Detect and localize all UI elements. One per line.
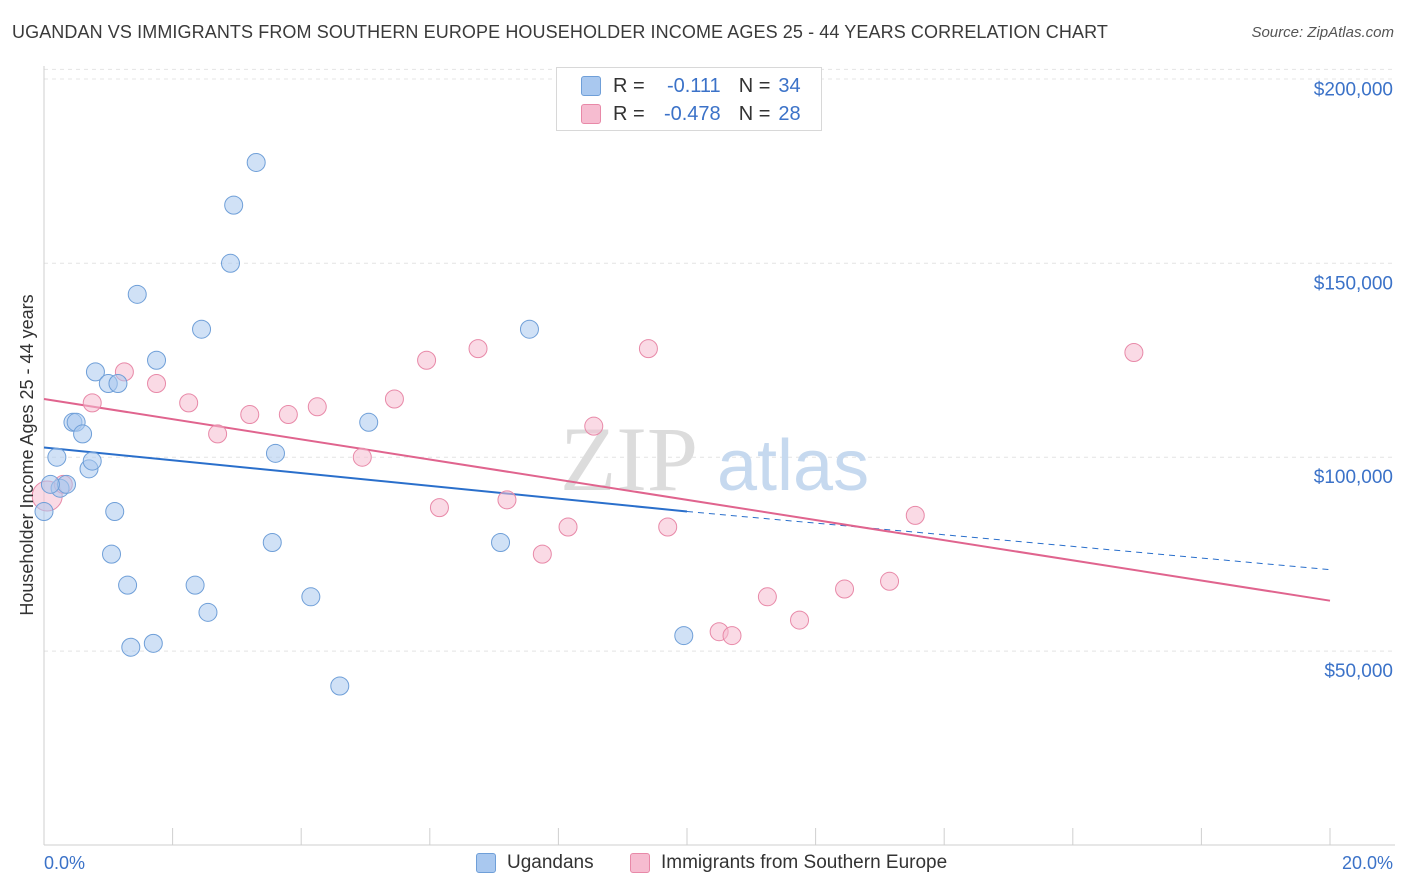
legend-swatch-blue bbox=[581, 76, 601, 96]
ugandans-point bbox=[491, 533, 511, 553]
legend-n-value: 28 bbox=[778, 102, 801, 125]
immigrants-trend-line bbox=[43, 398, 1331, 602]
y-tick-label: $150,000 bbox=[1314, 273, 1393, 294]
data-points bbox=[31, 152, 1144, 696]
legend-r-value: -0.478 bbox=[663, 102, 721, 125]
bottom-legend-swatch-pink bbox=[630, 853, 650, 873]
y-tick-label: $100,000 bbox=[1314, 467, 1393, 488]
legend-n-label: N = bbox=[738, 74, 771, 97]
ugandans-point bbox=[674, 626, 694, 646]
source-note: Source: ZipAtlas.com bbox=[1251, 24, 1394, 41]
ugandans-point bbox=[301, 587, 321, 607]
ugandans-point bbox=[262, 533, 282, 553]
immigrants-point bbox=[82, 393, 102, 413]
ugandans-point bbox=[143, 633, 163, 653]
ugandans-point bbox=[108, 374, 128, 394]
immigrants-point bbox=[468, 339, 488, 359]
ugandans-point bbox=[265, 443, 285, 463]
bottom-legend-label: Immigrants from Southern Europe bbox=[661, 852, 948, 873]
ugandans-point bbox=[220, 253, 240, 273]
immigrants-point bbox=[532, 544, 552, 564]
immigrants-point bbox=[584, 416, 604, 436]
grid-lines bbox=[44, 68, 1395, 652]
bottom-legend-label: Ugandans bbox=[507, 852, 594, 873]
ugandans-point bbox=[330, 676, 350, 696]
watermark-atlas: atlas bbox=[717, 426, 869, 506]
immigrants-point bbox=[638, 339, 658, 359]
y-axis-label: Householder Income Ages 25 - 44 years bbox=[17, 294, 37, 615]
legend-row-immigrants: R = -0.478 N = 28 bbox=[581, 102, 801, 126]
ugandans-point bbox=[121, 637, 141, 657]
ugandans-trend-extension bbox=[686, 510, 1331, 571]
ugandans-point bbox=[185, 575, 205, 595]
immigrants-point bbox=[307, 397, 327, 417]
legend-r-value: -0.111 bbox=[666, 74, 721, 97]
immigrants-point bbox=[905, 505, 925, 525]
ugandans-point bbox=[198, 602, 218, 622]
ugandans-point bbox=[82, 451, 102, 471]
correlation-legend: R = -0.111 N = 34 R = -0.478 N = 28 bbox=[556, 67, 822, 131]
immigrants-point bbox=[722, 626, 742, 646]
axes bbox=[43, 66, 1395, 846]
legend-r-label: R = bbox=[613, 102, 645, 125]
immigrants-point bbox=[384, 389, 404, 409]
immigrants-point bbox=[658, 517, 678, 537]
immigrants-point bbox=[835, 579, 855, 599]
ugandans-point bbox=[105, 501, 125, 521]
ugandans-point bbox=[359, 412, 379, 432]
ugandans-point bbox=[57, 474, 77, 494]
x-tick-label: 0.0% bbox=[44, 853, 85, 873]
immigrants-point bbox=[757, 587, 777, 607]
ugandans-trend-line bbox=[43, 446, 688, 513]
ugandans-point bbox=[519, 319, 539, 339]
immigrants-point bbox=[880, 571, 900, 591]
immigrants-point bbox=[497, 490, 517, 510]
bottom-legend-swatch-blue bbox=[476, 853, 496, 873]
immigrants-point bbox=[179, 393, 199, 413]
immigrants-point bbox=[417, 350, 437, 370]
bottom-legend-immigrants: Immigrants from Southern Europe bbox=[630, 852, 947, 874]
legend-n-label: N = bbox=[738, 102, 771, 125]
immigrants-point bbox=[240, 405, 260, 425]
ugandans-point bbox=[224, 195, 244, 215]
immigrants-point bbox=[147, 374, 167, 394]
x-tick-label: 20.0% bbox=[1342, 853, 1393, 873]
ugandans-point bbox=[47, 447, 67, 467]
y-tick-label: $200,000 bbox=[1314, 79, 1393, 100]
ugandans-point bbox=[73, 424, 93, 444]
bottom-legend-ugandans: Ugandans bbox=[476, 852, 594, 874]
y-tick-labels: $50,000 $100,000 $150,000 $200,000 bbox=[1314, 79, 1393, 682]
legend-r-label: R = bbox=[613, 74, 645, 97]
immigrants-point bbox=[352, 447, 372, 467]
watermark-zip: ZIP bbox=[560, 408, 698, 510]
ugandans-point bbox=[246, 152, 266, 172]
immigrants-point bbox=[1124, 342, 1144, 362]
ugandans-point bbox=[102, 544, 122, 564]
immigrants-point bbox=[790, 610, 810, 630]
ugandans-point bbox=[118, 575, 138, 595]
ugandans-point bbox=[85, 362, 105, 382]
ugandans-point bbox=[192, 319, 212, 339]
immigrants-point bbox=[208, 424, 228, 444]
trend-lines bbox=[43, 398, 1331, 602]
legend-n-value: 34 bbox=[778, 74, 801, 97]
legend-row-ugandans: R = -0.111 N = 34 bbox=[581, 74, 801, 98]
chart-title: UGANDAN VS IMMIGRANTS FROM SOUTHERN EURO… bbox=[12, 22, 1108, 42]
immigrants-point bbox=[278, 405, 298, 425]
legend-swatch-pink bbox=[581, 104, 601, 124]
ugandans-point bbox=[34, 501, 54, 521]
ugandans-point bbox=[40, 474, 60, 494]
ugandans-point bbox=[127, 284, 147, 304]
ugandans-point bbox=[147, 350, 167, 370]
watermark: ZIP atlas bbox=[560, 408, 869, 510]
x-tick-labels: 0.0% 20.0% bbox=[44, 853, 1393, 873]
y-tick-label: $50,000 bbox=[1324, 661, 1393, 682]
immigrants-point bbox=[429, 498, 449, 518]
immigrants-point bbox=[558, 517, 578, 537]
